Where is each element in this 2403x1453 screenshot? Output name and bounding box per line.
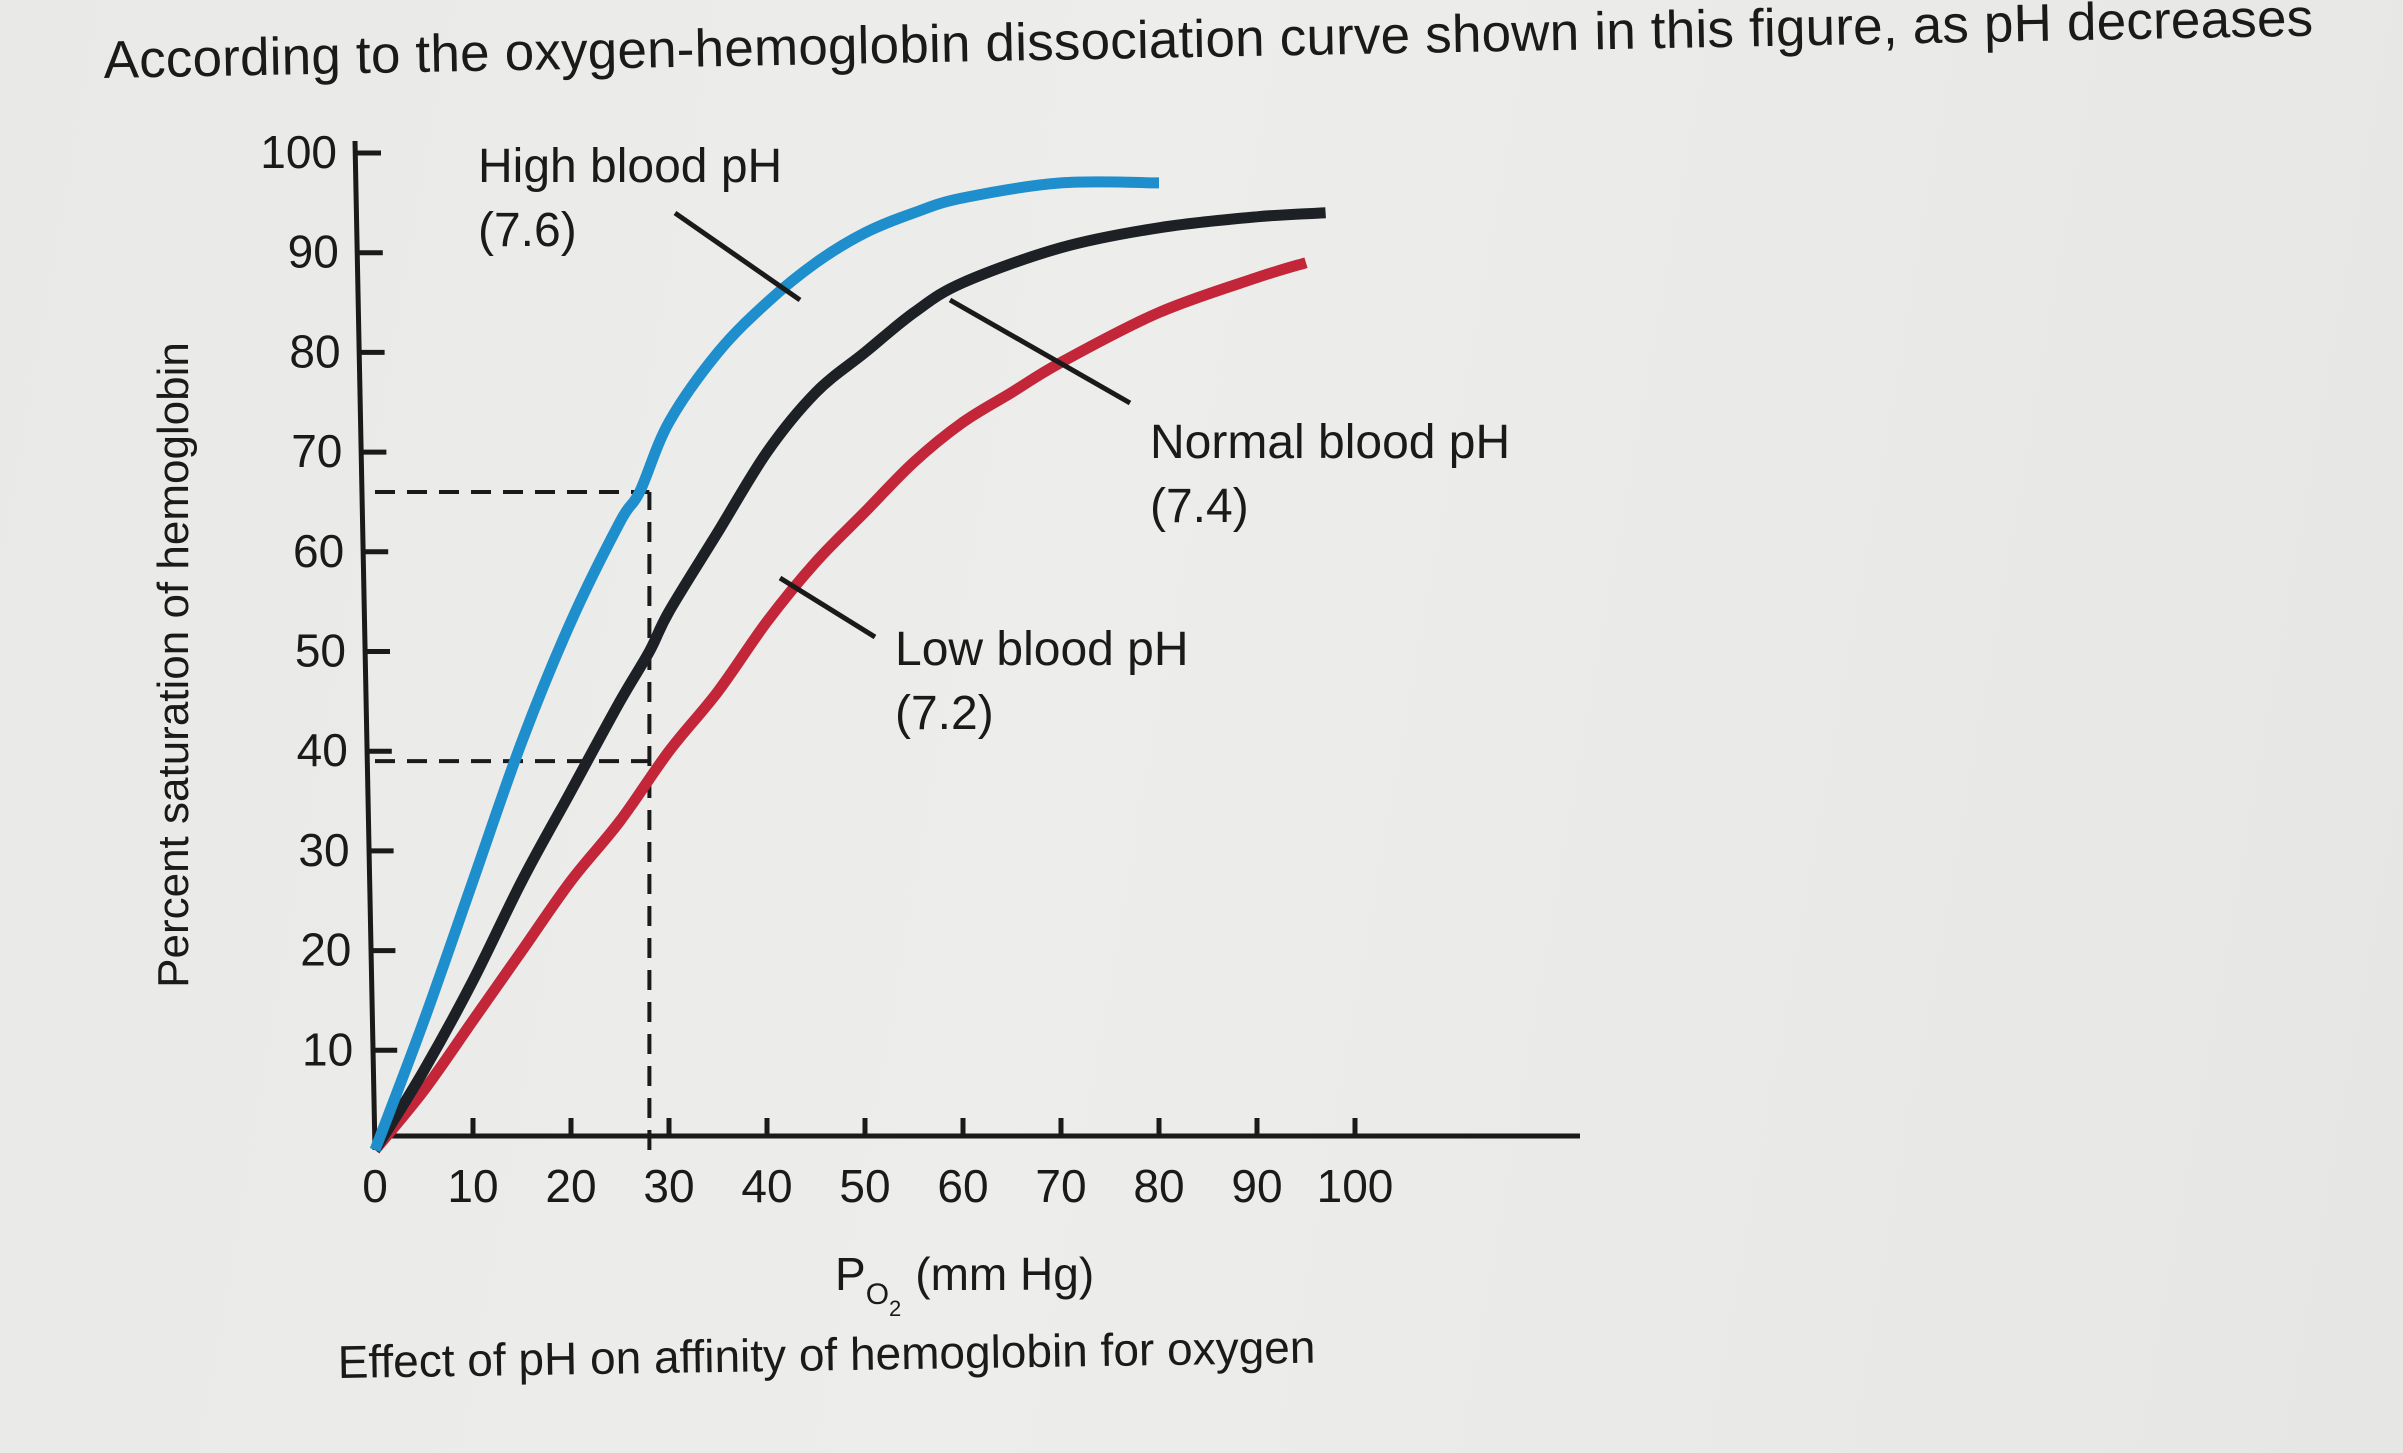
y-tick-label: 10 xyxy=(302,1023,353,1075)
x-tick-label: 0 xyxy=(362,1160,388,1212)
normal-blood-ph-leader-line xyxy=(948,297,1132,406)
x-tick-label: 100 xyxy=(1317,1160,1394,1212)
y-axis-label: Percent saturation of hemoglobin xyxy=(149,342,198,988)
x-tick-label: 90 xyxy=(1231,1160,1282,1212)
x-tick-label: 30 xyxy=(643,1160,694,1212)
x-tick-label: 70 xyxy=(1035,1160,1086,1212)
low-blood-ph-sub-label: (7.2) xyxy=(895,687,994,740)
y-tick-label: 50 xyxy=(295,625,346,677)
chart-caption: Effect of pH on affinity of hemoglobin f… xyxy=(337,1321,1315,1388)
x-axis-label-main: P xyxy=(835,1248,866,1300)
high-blood-ph-leader-line xyxy=(673,210,802,303)
y-tick-label: 30 xyxy=(298,824,349,876)
x-tick-label: 80 xyxy=(1133,1160,1184,1212)
low-blood-ph-leader-line xyxy=(778,575,877,640)
low-blood-ph-label: Low blood pH xyxy=(895,623,1189,676)
x-tick-label: 10 xyxy=(447,1160,498,1212)
y-tick-label: 80 xyxy=(289,325,340,377)
x-axis-label-subscript: O xyxy=(866,1278,889,1311)
x-tick-label: 60 xyxy=(937,1160,988,1212)
curves xyxy=(369,176,1326,1154)
normal-blood-ph-label: Normal blood pH xyxy=(1150,416,1510,469)
high-blood-ph-curve xyxy=(369,176,1160,1152)
x-tick-label: 20 xyxy=(545,1160,596,1212)
high-blood-ph-label: High blood pH xyxy=(478,140,782,193)
x-axis-label-unit: (mm Hg) xyxy=(915,1248,1094,1300)
y-tick-label: 60 xyxy=(293,525,344,577)
x-tick-label: 40 xyxy=(741,1160,792,1212)
low-blood-ph-curve xyxy=(370,257,1308,1154)
x-axis-label: PO2 (mm Hg) xyxy=(835,1248,1094,1321)
x-tick-label: 50 xyxy=(839,1160,890,1212)
high-blood-ph-sub-label: (7.6) xyxy=(478,204,577,257)
x-axis-label-subscript-2: 2 xyxy=(889,1296,901,1321)
normal-blood-ph-sub-label: (7.4) xyxy=(1150,480,1249,533)
y-tick-label: 40 xyxy=(297,724,348,776)
y-tick-label: 20 xyxy=(300,924,351,976)
y-axis-line xyxy=(352,140,378,1151)
chart-axes: 10 20 30 40 50 60 70 80 90 100 0 10 20 30 40 50 60 70 80 90… xyxy=(260,126,1580,1212)
y-tick-label: 100 xyxy=(260,126,337,178)
normal-blood-ph-curve xyxy=(370,207,1326,1153)
curve-annotations: High blood pH (7.6) Normal blood pH (7.4) Lo… xyxy=(478,140,1510,740)
y-tick-label: 90 xyxy=(288,226,339,278)
y-tick-label: 70 xyxy=(291,425,342,477)
